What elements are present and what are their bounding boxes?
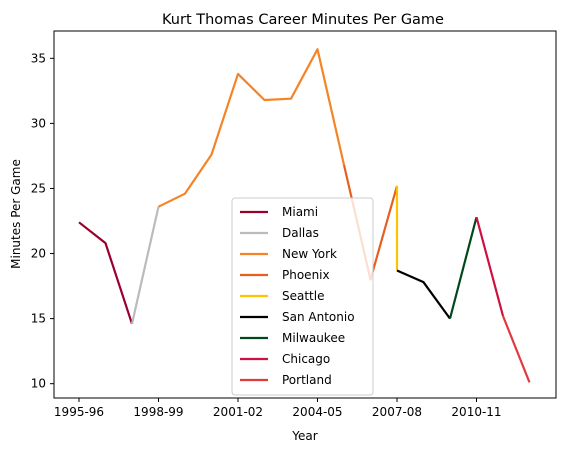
y-tick-label: 25: [31, 181, 46, 195]
plot-frame: [53, 30, 557, 399]
series-line-san-antonio: [396, 269, 451, 320]
y-axis-label: Minutes Per Game: [9, 159, 23, 269]
x-axis-label: Year: [291, 429, 317, 443]
legend-label: Dallas: [282, 226, 319, 240]
series-line-portland: [501, 315, 531, 383]
y-tick-label: 10: [31, 377, 46, 391]
x-tick-label: 1995-96: [54, 405, 104, 419]
legend-label: Miami: [282, 205, 318, 219]
x-tick-label: 2007-08: [372, 405, 422, 419]
x-tick-label: 2010-11: [451, 405, 501, 419]
legend-box: [231, 197, 374, 396]
x-tick-label: 1998-99: [133, 405, 183, 419]
legend: Miami Dallas New York Phoenix Seattle San Ant…: [231, 197, 374, 396]
chart-title: Kurt Thomas Career Minutes Per Game: [162, 12, 444, 28]
y-tick-label: 15: [31, 312, 46, 326]
y-tick-label: 30: [31, 116, 46, 130]
y-tick-label: 20: [31, 247, 46, 261]
series-line-milwaukee: [448, 216, 478, 319]
legend-label: San Antonio: [282, 310, 355, 324]
legend-label: Phoenix: [282, 268, 330, 282]
series-line-dallas: [130, 206, 160, 325]
x-axis: 1995-96 1998-99 2001-02 2004-05 2007-08 2010-…: [54, 398, 502, 419]
legend-label: Seattle: [282, 289, 324, 303]
series-line-miami: [78, 221, 134, 325]
y-tick-label: 35: [31, 51, 46, 65]
x-tick-label: 2004-05: [292, 405, 342, 419]
legend-label: New York: [282, 247, 337, 261]
series-line-chicago: [475, 216, 505, 317]
x-tick-label: 2001-02: [213, 405, 263, 419]
y-axis: 10 15 20 25 30 35: [31, 51, 54, 391]
legend-label: Milwaukee: [282, 331, 345, 345]
legend-label: Chicago: [282, 352, 330, 366]
series-line-new-york: [158, 48, 346, 208]
legend-label: Portland: [282, 373, 332, 387]
